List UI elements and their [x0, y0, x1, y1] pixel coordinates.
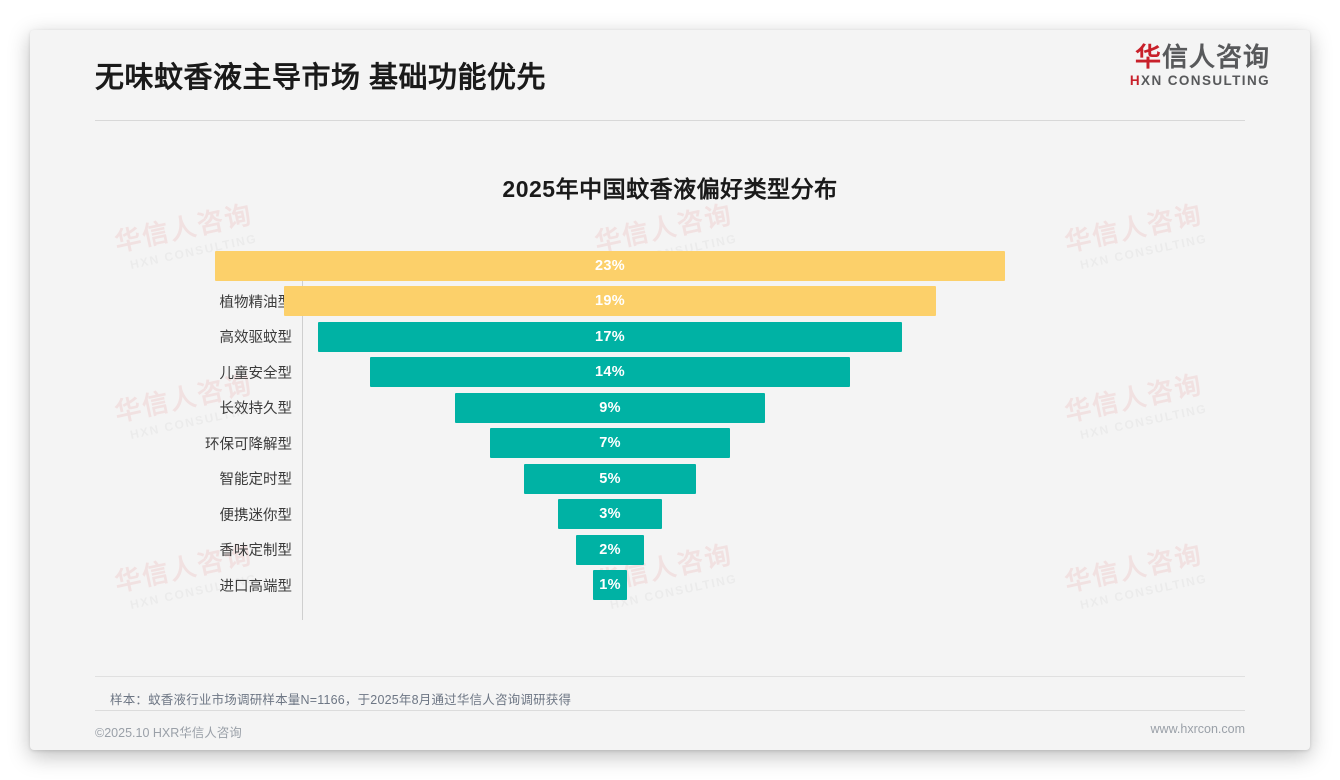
funnel-bar[interactable]: 5% [524, 463, 696, 494]
funnel-bar[interactable]: 1% [592, 570, 628, 601]
source-divider-bottom [95, 710, 1245, 711]
brand-name-cn: 华信人咨询 [1130, 42, 1270, 72]
category-label: 儿童安全型 [219, 365, 293, 382]
funnel-bar[interactable]: 14% [369, 357, 851, 388]
category-label: 植物精油型 [219, 294, 293, 311]
bar-track: 17% [302, 319, 1310, 355]
bar-track: 14% [302, 355, 1310, 391]
website-link[interactable]: www.hxrcon.com [1150, 722, 1245, 736]
funnel-chart: 无味型23% 植物精油型 19% 高效驱蚊型 17% 儿童安全型 14% 长效持久型 9% 环保可… [30, 248, 1310, 628]
bar-track: 7% [302, 426, 1310, 462]
funnel-bar[interactable]: 2% [575, 534, 645, 565]
funnel-bar[interactable]: 23% [215, 250, 1005, 281]
funnel-bar[interactable]: 19% [283, 286, 937, 317]
bar-value-label: 1% [599, 577, 621, 594]
brand-rest-chars: 信人咨询 [1161, 42, 1270, 72]
funnel-bar[interactable]: 17% [318, 321, 902, 352]
funnel-rows-container: 无味型23% 植物精油型 19% 高效驱蚊型 17% 儿童安全型 14% 长效持久型 9% 环保可… [30, 248, 1310, 603]
category-label: 环保可降解型 [205, 436, 292, 453]
category-label: 智能定时型 [219, 472, 293, 489]
bar-track: 3% [302, 497, 1310, 533]
bar-track: 2% [302, 532, 1310, 568]
bar-value-label: 14% [595, 364, 625, 381]
bar-track: 23% [215, 248, 1310, 284]
bar-track: 1% [302, 568, 1310, 604]
category-label: 便携迷你型 [219, 507, 293, 524]
brand-name-en: HXN CONSULTING [1130, 73, 1270, 88]
bar-value-label: 9% [599, 399, 621, 416]
funnel-bar[interactable]: 9% [455, 392, 765, 423]
bar-value-label: 7% [599, 435, 621, 452]
header-divider [95, 120, 1245, 121]
brand-logo: 华信人咨询 HXN CONSULTING [1130, 42, 1270, 88]
category-label: 香味定制型 [219, 543, 293, 560]
funnel-row: 香味定制型 2% [30, 532, 1310, 568]
funnel-row: 植物精油型 19% [30, 284, 1310, 320]
brand-en-rest: XN CONSULTING [1141, 73, 1270, 89]
chart-title: 2025年中国蚊香液偏好类型分布 [502, 176, 838, 202]
funnel-bar[interactable]: 3% [558, 499, 662, 530]
bar-track: 5% [302, 461, 1310, 497]
category-label: 进口高端型 [219, 578, 293, 595]
bar-value-label: 19% [595, 293, 625, 310]
slide-header: 无味蚊香液主导市场 基础功能优先 华信人咨询 HXN CONSULTING [30, 30, 1310, 122]
bar-value-label: 2% [599, 541, 621, 558]
funnel-row: 环保可降解型 7% [30, 426, 1310, 462]
funnel-row: 长效持久型 9% [30, 390, 1310, 426]
funnel-row: 智能定时型 5% [30, 461, 1310, 497]
slide-card: 华信人咨询 HXN CONSULTING 华信人咨询 HXN CONSULTIN… [30, 30, 1310, 750]
category-label: 长效持久型 [219, 401, 293, 418]
bar-value-label: 3% [599, 506, 621, 523]
bar-value-label: 5% [599, 470, 621, 487]
bar-track: 19% [283, 284, 1310, 320]
funnel-row: 儿童安全型 14% [30, 355, 1310, 391]
source-note: 样本：蚊香液行业市场调研样本量N=1166，于2025年8月通过华信人咨询调研获… [110, 693, 572, 707]
funnel-row: 高效驱蚊型 17% [30, 319, 1310, 355]
brand-en-accent: H [1129, 73, 1142, 89]
chart-axis-line [302, 256, 303, 620]
funnel-row: 无味型23% [30, 248, 1310, 284]
page-title: 无味蚊香液主导市场 基础功能优先 [95, 62, 547, 94]
bar-value-label: 23% [595, 257, 625, 274]
bar-track: 9% [302, 390, 1310, 426]
funnel-row: 进口高端型 1% [30, 568, 1310, 604]
source-divider-top [95, 676, 1245, 677]
bar-value-label: 17% [595, 328, 625, 345]
category-label: 高效驱蚊型 [219, 330, 293, 347]
copyright-text: ©2025.10 HXR华信人咨询 [95, 726, 242, 740]
funnel-bar[interactable]: 7% [489, 428, 731, 459]
funnel-row: 便携迷你型 3% [30, 497, 1310, 533]
brand-accent-char: 华 [1134, 42, 1162, 72]
